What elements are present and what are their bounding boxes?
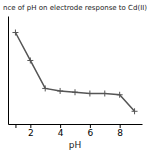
- tick-label: 6: [88, 128, 94, 138]
- marker: [117, 92, 123, 98]
- tick-mark: [15, 124, 16, 128]
- marker: [132, 108, 138, 114]
- marker: [42, 85, 48, 91]
- marker: [12, 30, 18, 36]
- tick: [15, 124, 16, 128]
- tick-label: 8: [117, 128, 123, 138]
- marker: [72, 89, 78, 95]
- title: nce of pH on electrode response to Cd(II…: [3, 4, 147, 12]
- line: [15, 33, 134, 112]
- marker: [57, 88, 63, 94]
- marker: [102, 91, 108, 97]
- x-axis: 2 4 6 8: [9, 124, 143, 138]
- chart-container: 2 4 6 8 nce of pH on electrode response to C…: [0, 0, 150, 150]
- tick: 4: [58, 124, 64, 138]
- marker: [27, 57, 33, 63]
- tick: 8: [117, 124, 123, 138]
- y-axis-line: [8, 17, 9, 125]
- tick-label: 4: [58, 128, 64, 138]
- x-axis-title: pH: [69, 140, 81, 150]
- tick-label: 2: [28, 128, 34, 138]
- tick: 6: [88, 124, 94, 138]
- tick: 2: [28, 124, 34, 138]
- plot-area: [12, 30, 137, 115]
- y-axis: [8, 17, 9, 125]
- chart-svg: 2 4 6 8 nce of pH on electrode response to C…: [0, 0, 150, 150]
- marker: [87, 91, 93, 97]
- x-axis-line: [9, 124, 143, 125]
